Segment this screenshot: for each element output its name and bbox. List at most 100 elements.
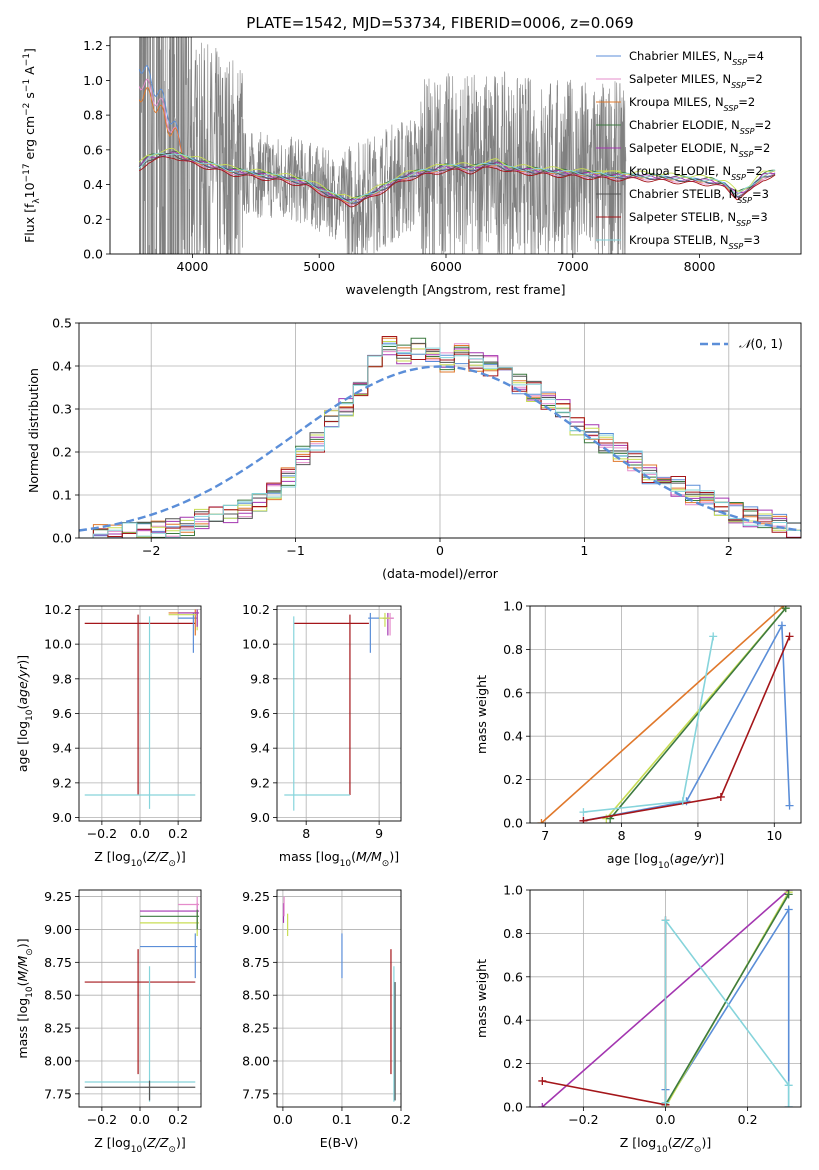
label-part: )] [701, 1135, 711, 1150]
label-part: ⊙ [382, 859, 390, 869]
x-tick-label: 0.0 [130, 1112, 150, 1127]
label-part: )] [15, 938, 30, 948]
label-part: Flux [f [22, 203, 37, 243]
x-tick-label: −0.2 [568, 1112, 598, 1127]
histogram-series-7 [79, 342, 801, 538]
x-tick-label: 5000 [303, 259, 335, 274]
y-tick-label: 0.4 [83, 177, 103, 192]
label-part: λ [32, 198, 42, 204]
legend-label-tail: =2 [755, 118, 772, 132]
x-tick-label: 8 [618, 828, 626, 843]
residuals-legend: 𝒩(0, 1) [700, 337, 783, 351]
label-part: −1 [22, 79, 32, 92]
label-part: A [22, 66, 37, 79]
label-part: )] [714, 851, 724, 866]
weight_vs_age-x-label: age [log10(age/yr)] [607, 851, 724, 871]
weight-line-1 [583, 622, 791, 822]
residuals-plot-area [79, 336, 801, 538]
y-tick-label: 0.2 [503, 772, 523, 787]
gaussian-reference-curve [79, 365, 801, 532]
label-part: ⊙ [168, 1145, 176, 1155]
weight-marker [538, 1076, 547, 1085]
weight_vs_age-plot-area [537, 606, 794, 823]
model-line-8 [138, 156, 776, 208]
x-tick-label: 7 [541, 828, 549, 843]
legend-label-base: Chabrier STELIB, N [629, 187, 737, 201]
y-tick-label: 10.2 [242, 602, 270, 617]
y-tick-label: 9.25 [44, 889, 72, 904]
legend-label-sub: SSP [729, 242, 744, 251]
y-tick-label: 8.75 [44, 955, 72, 970]
legend-label-8: Salpeter STELIB, NSSP=3 [629, 210, 768, 228]
age_vs_mass-plot-area [284, 612, 394, 811]
x-tick-label: 0.2 [391, 1112, 411, 1127]
legend-label-tail: =3 [743, 233, 760, 247]
residuals-x-label: (data-model)/error [382, 566, 499, 581]
y-tick-label: 0.8 [503, 642, 523, 657]
label-part: ( [142, 1135, 147, 1150]
label-part: Z [log [620, 1135, 656, 1150]
label-part: ( [15, 981, 30, 986]
label-part: 10 [340, 859, 352, 869]
legend-label-sub: SSP [731, 81, 746, 90]
y-tick-label: 9.2 [250, 775, 270, 790]
x-tick-label: 6000 [430, 259, 462, 274]
label-part: )] [15, 655, 30, 665]
weight-marker [785, 632, 794, 641]
mass_vs_Z-frame [78, 889, 202, 1108]
label-part: ] [22, 48, 37, 53]
weight_vs_Z-y-label: mass weight [474, 959, 489, 1038]
weight-marker [579, 816, 588, 823]
y-tick-label: 0.8 [83, 108, 103, 123]
legend-label-1: Chabrier MILES, NSSP=4 [629, 49, 764, 67]
residuals-y-label: Normed distribution [26, 368, 41, 493]
weight-line-2 [664, 906, 790, 1107]
legend-label-base: Chabrier MILES, N [629, 49, 732, 63]
x-tick-label: 10 [766, 828, 782, 843]
weight-marker [661, 916, 670, 925]
label-part: 10 [658, 861, 670, 871]
label-part: ( [142, 849, 147, 864]
weight-marker [716, 792, 725, 801]
y-tick-label: 9.0 [52, 810, 72, 825]
legend-label-tail: =2 [738, 95, 755, 109]
legend-label-tail: =3 [751, 210, 768, 224]
label-part: ⊙ [168, 859, 176, 869]
y-tick-label: 9.00 [44, 922, 72, 937]
age_vs_Z-x-label: Z [log10(Z/Z⊙)] [94, 849, 185, 869]
weight-marker [784, 890, 793, 899]
y-tick-label: 7.75 [242, 1086, 270, 1101]
label-part: s [22, 92, 37, 103]
legend-label-sub: SSP [736, 219, 751, 228]
y-tick-label: 8.25 [242, 1021, 270, 1036]
axes-weight_vs_age: 7 8 9 10 0.0 0.2 0.4 0.6 0.8 1.0 [503, 599, 801, 843]
legend-label-gaussian: 𝒩(0, 1) [739, 337, 783, 351]
y-tick-label: 0.4 [503, 1013, 523, 1028]
weight-line-2 [540, 606, 784, 823]
label-part: Z [log [94, 1135, 130, 1150]
weight-marker [537, 819, 546, 823]
model-line-9 [138, 152, 776, 203]
label-part: Z/Z [672, 1135, 695, 1150]
legend-label-7: Chabrier STELIB, NSSP=3 [629, 187, 769, 205]
legend-label-sub: SSP [732, 58, 747, 67]
legend-label-sub: SSP [724, 104, 739, 113]
y-tick-label: 9.6 [52, 706, 72, 721]
weight-marker [781, 606, 790, 613]
mass_vs_ebv-frame [276, 889, 402, 1108]
label-part: Z [log [94, 849, 130, 864]
legend-math-n: 𝒩 [739, 337, 754, 351]
x-tick-label: 0.2 [168, 826, 188, 841]
mass_vs_Z-y-label: mass [log10(M/M⊙)] [15, 938, 35, 1058]
label-part: M/M [15, 955, 30, 981]
y-tick-label: 0.8 [503, 926, 523, 941]
label-part: erg cm [22, 116, 37, 164]
y-tick-label: 10.2 [44, 602, 72, 617]
y-tick-label: 10.0 [242, 637, 270, 652]
y-tick-label: 8.00 [242, 1053, 270, 1068]
label-part: ( [15, 705, 30, 710]
y-tick-label: 9.00 [242, 922, 270, 937]
x-tick-label: 0.0 [273, 1112, 293, 1127]
label-part: ( [668, 1135, 673, 1150]
